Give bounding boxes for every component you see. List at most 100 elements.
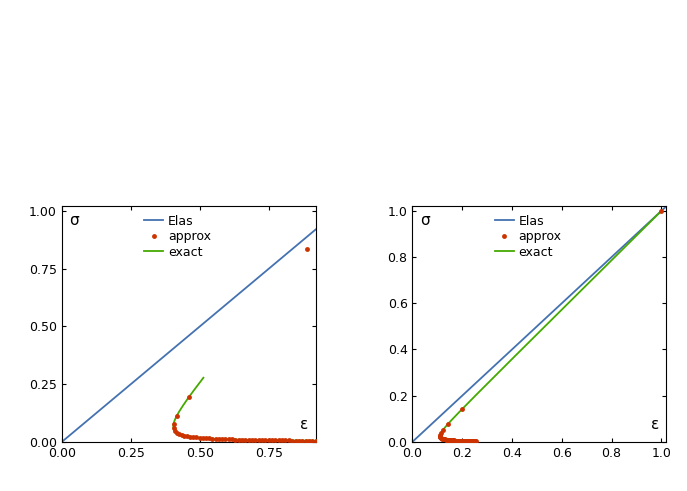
approx [225,436,233,442]
approx [436,433,444,439]
exact [444,437,452,443]
approx [295,437,303,443]
Line: approx: approx [171,247,318,443]
approx [461,438,469,444]
approx [278,437,286,443]
approx [291,437,300,443]
approx [469,438,477,444]
approx [460,438,468,444]
approx [439,436,447,442]
approx [254,437,262,443]
Legend: Elas, approx, exact: Elas, approx, exact [495,215,561,259]
approx [444,421,452,427]
approx [437,435,445,441]
exact [436,433,444,438]
approx [308,438,317,444]
exact [172,415,180,421]
approx [192,435,201,440]
Legend: Elas, approx, exact: Elas, approx, exact [144,215,211,259]
Line: exact: exact [173,378,316,441]
approx [183,433,192,439]
approx [302,246,311,252]
exact [275,437,284,443]
approx [454,437,462,443]
approx [458,438,466,444]
approx [248,437,256,443]
approx [186,434,194,439]
Text: σ: σ [69,213,79,228]
approx [312,438,320,444]
approx [437,430,445,436]
approx [234,436,243,442]
approx [232,436,240,442]
approx [442,436,450,442]
approx [447,437,455,443]
Text: ε: ε [300,417,308,433]
approx [458,438,466,444]
exact [466,438,474,444]
approx [175,431,183,436]
exact [446,437,454,443]
approx [438,436,447,442]
exact [657,208,666,214]
approx [288,437,296,443]
approx [446,437,454,443]
approx [172,430,181,436]
approx [471,438,479,444]
approx [180,433,188,438]
exact [471,438,480,444]
approx [261,437,269,443]
approx [444,437,452,443]
approx [241,437,249,443]
approx [462,438,471,444]
approx [441,436,449,442]
approx [218,436,226,442]
Line: approx: approx [438,208,664,443]
approx [455,438,464,444]
approx [298,437,306,443]
approx [205,436,213,441]
approx [208,436,216,441]
approx [284,437,293,443]
approx [251,437,260,443]
approx [215,436,223,442]
approx [264,437,273,443]
approx [458,407,466,412]
approx [436,435,444,440]
approx [449,437,457,443]
exact [471,438,479,444]
approx [466,438,474,444]
approx [172,413,181,419]
approx [195,435,203,441]
approx [185,394,193,400]
approx [221,436,229,442]
approx [212,436,220,442]
approx [437,435,445,441]
approx [202,436,210,441]
approx [443,437,451,443]
approx [657,208,666,214]
exact [312,438,320,444]
approx [271,437,280,443]
approx [445,437,453,443]
approx [282,437,290,443]
approx [453,437,461,443]
exact [258,437,267,443]
approx [177,432,185,437]
exact [436,435,444,440]
approx [452,437,460,443]
approx [189,434,197,440]
approx [170,428,179,434]
exact [300,437,308,443]
approx [440,436,448,442]
approx [455,438,463,444]
approx [463,438,471,444]
approx [436,434,444,439]
approx [465,438,473,444]
exact [177,405,185,411]
approx [470,438,478,444]
approx [442,437,451,443]
approx [228,436,236,442]
approx [436,432,444,437]
approx [464,438,473,444]
